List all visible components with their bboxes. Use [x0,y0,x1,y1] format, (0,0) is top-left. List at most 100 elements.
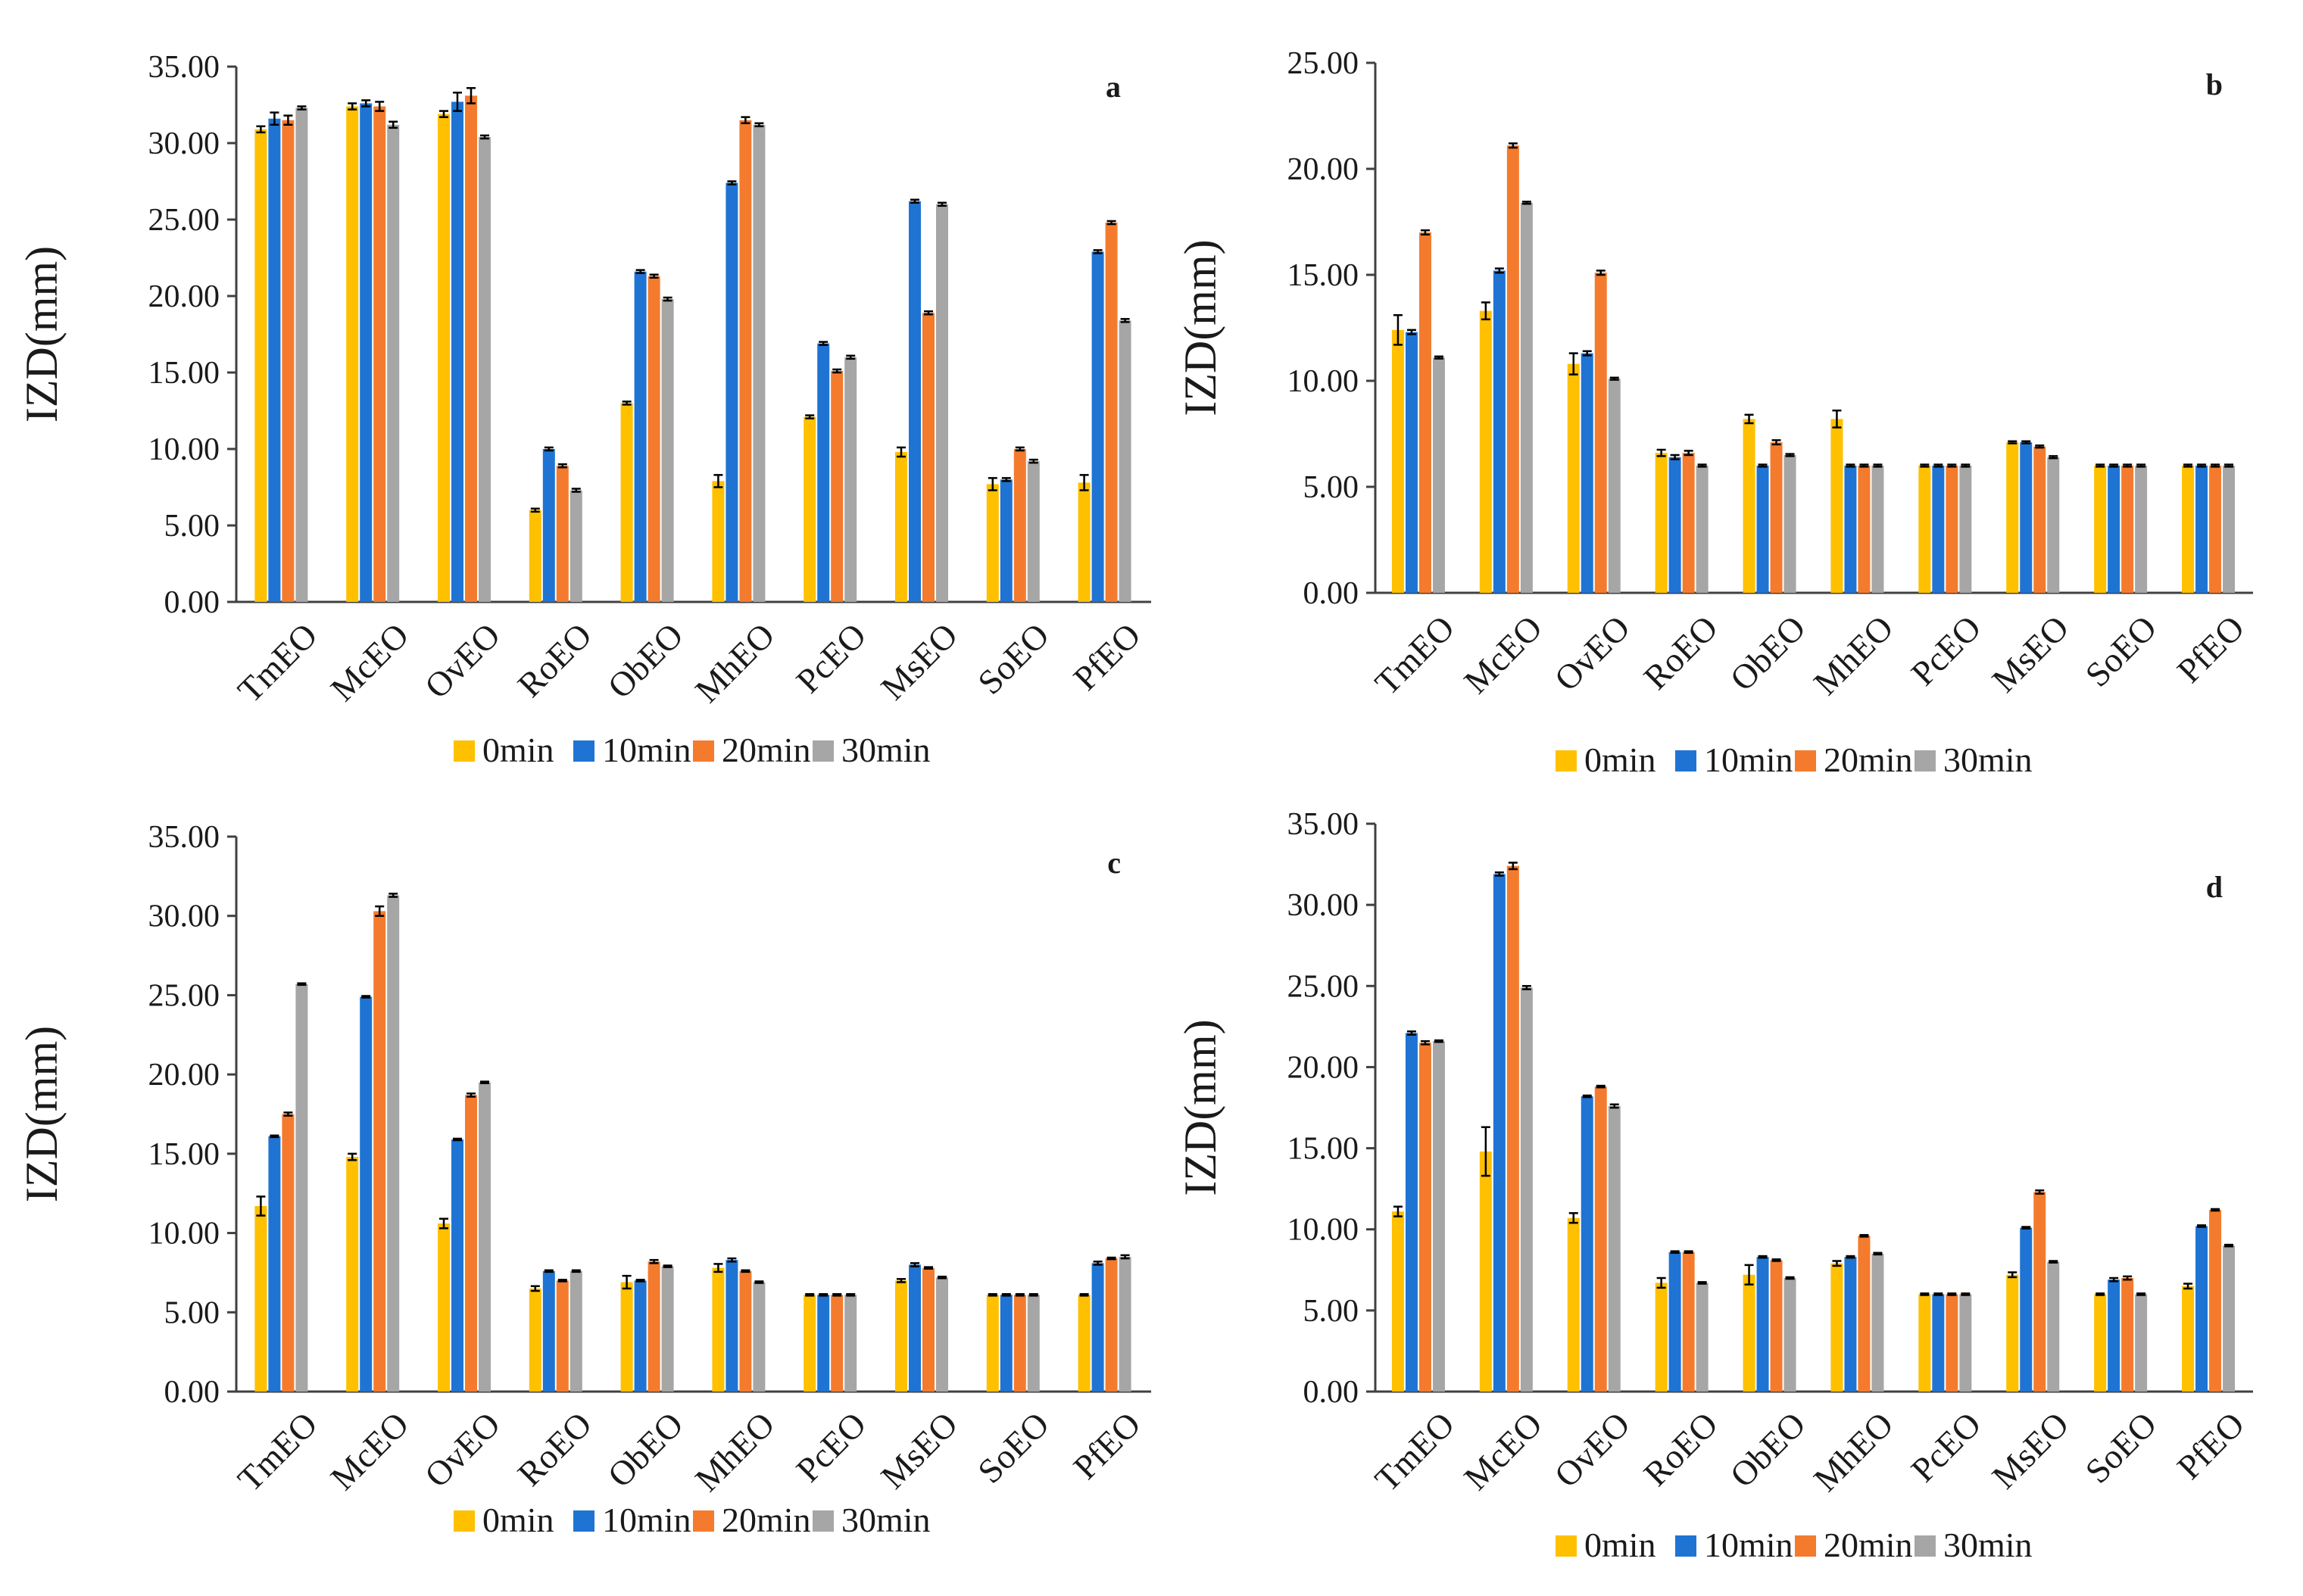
y-tick-label: 20.00 [148,279,220,314]
x-category-label: PfEO [1066,1404,1147,1486]
legend-swatch-30min [813,1510,834,1532]
x-category-label: TmEO [230,616,325,710]
x-category-label: SoEO [970,616,1056,702]
y-tick-label: 5.00 [164,1295,220,1330]
legend-swatch-20min [693,740,714,762]
bar-mseo-30min [2047,1261,2060,1392]
bar-obeo-10min [634,1280,647,1392]
legend: 0min 10min 20min 30min [1556,1526,2033,1564]
bar-obeo-20min [1770,1260,1783,1392]
bar-pfeo-10min [1091,251,1104,602]
x-category-label: RoEO [510,1404,599,1493]
bar-oveo-10min [451,1139,463,1392]
x-category-label: SoEO [2077,1404,2164,1491]
bar-roeo-20min [556,466,569,602]
bar-mseo-20min [922,313,935,602]
y-tick-label: 0.00 [1303,1375,1359,1410]
bar-mceo-10min [360,103,373,603]
y-tick-label: 15.00 [1287,1132,1359,1167]
bar-roeo-20min [1682,1252,1695,1392]
x-category-label: ObEO [601,1404,691,1495]
bar-oveo-30min [1608,1105,1621,1392]
bar-roeo-0min [529,510,541,602]
bar-mceo-0min [346,106,359,602]
y-tick-label: 25.00 [1287,46,1359,81]
bar-pfeo-20min [2209,466,2222,593]
bar-tmeo-0min [1391,1211,1404,1392]
y-tick-label: 10.00 [148,1217,220,1252]
bar-tmeo-20min [1418,1043,1431,1392]
bar-soeo-0min [986,484,999,602]
bar-pceo-10min [1932,466,1945,593]
panel-letter: d [2206,870,2223,904]
bar-obeo-10min [1756,466,1769,593]
x-category-label: OvEO [417,616,507,706]
legend-label-20min: 20min [722,731,811,769]
bar-oveo-20min [465,1095,477,1392]
x-category-label: McEO [323,616,417,709]
y-tick-label: 0.00 [164,585,220,620]
bar-mheo-10min [1844,466,1857,593]
bar-tmeo-20min [282,1114,295,1392]
panel-letter: b [2206,67,2223,101]
bar-soeo-10min [1000,1295,1013,1392]
bar-pfeo-0min [1078,1295,1091,1392]
legend-swatch-20min [1795,750,1816,772]
y-tick-label: 20.00 [1287,1050,1359,1085]
x-category-label: MsEO [1984,608,2076,700]
bar-mceo-0min [1479,1151,1492,1392]
bar-oveo-10min [1581,353,1593,593]
bar-oveo-10min [451,101,463,602]
bar-mheo-0min [1830,1263,1843,1392]
legend-label-0min: 0min [482,1501,554,1539]
bar-soeo-20min [2121,466,2134,593]
bar-pfeo-0min [2182,466,2195,593]
bar-obeo-20min [1770,442,1783,593]
y-tick-label: 20.00 [148,1058,220,1093]
legend-label-30min: 30min [1943,1526,2033,1564]
x-category-label: RoEO [510,616,599,704]
y-tick-label: 5.00 [164,509,220,544]
x-category-label: OvEO [417,1404,507,1495]
legend-label-30min: 30min [841,731,931,769]
bar-obeo-0min [1743,1274,1755,1392]
y-tick-label: 30.00 [148,899,220,934]
bar-mheo-30min [753,124,766,602]
bar-mheo-0min [1830,419,1843,593]
bar-mheo-10min [726,182,738,602]
bar-pceo-0min [804,1295,816,1392]
bar-tmeo-30min [295,983,308,1392]
x-category-label: MsEO [1984,1404,2076,1496]
x-category-label: MhEO [688,1404,782,1499]
bar-soeo-10min [2108,466,2120,593]
bar-tmeo-0min [254,129,267,602]
x-category-label: PcEO [1904,608,1989,693]
bar-tmeo-20min [1418,232,1431,593]
x-category-label: TmEO [230,1404,325,1499]
bar-tmeo-0min [1391,329,1404,593]
bar-oveo-0min [1567,1217,1580,1392]
bar-pceo-0min [804,416,816,602]
bar-soeo-0min [2094,1294,2107,1392]
x-category-label: MhEO [1806,608,1901,703]
bar-roeo-0min [529,1288,541,1392]
bar-pfeo-30min [2223,1245,2236,1392]
y-tick-label: 15.00 [148,356,220,391]
bar-soeo-20min [1013,449,1026,602]
bar-roeo-30min [570,1270,582,1392]
bar-mseo-10min [2020,1227,2033,1392]
y-axis-title: IZD(mm) [1175,239,1225,416]
bar-pceo-30min [1959,466,1972,593]
bar-mseo-10min [909,201,921,602]
bar-obeo-30min [661,299,674,602]
bar-mheo-20min [1858,466,1871,593]
bar-mceo-30min [387,895,400,1392]
y-tick-label: 5.00 [1303,1294,1359,1329]
bar-pceo-20min [831,1295,844,1392]
bar-pceo-20min [831,370,844,602]
y-axis-title: IZD(mm) [17,246,67,422]
legend-label-10min: 10min [602,731,691,769]
legend-label-10min: 10min [602,1501,691,1539]
bar-mseo-30min [2047,457,2060,593]
